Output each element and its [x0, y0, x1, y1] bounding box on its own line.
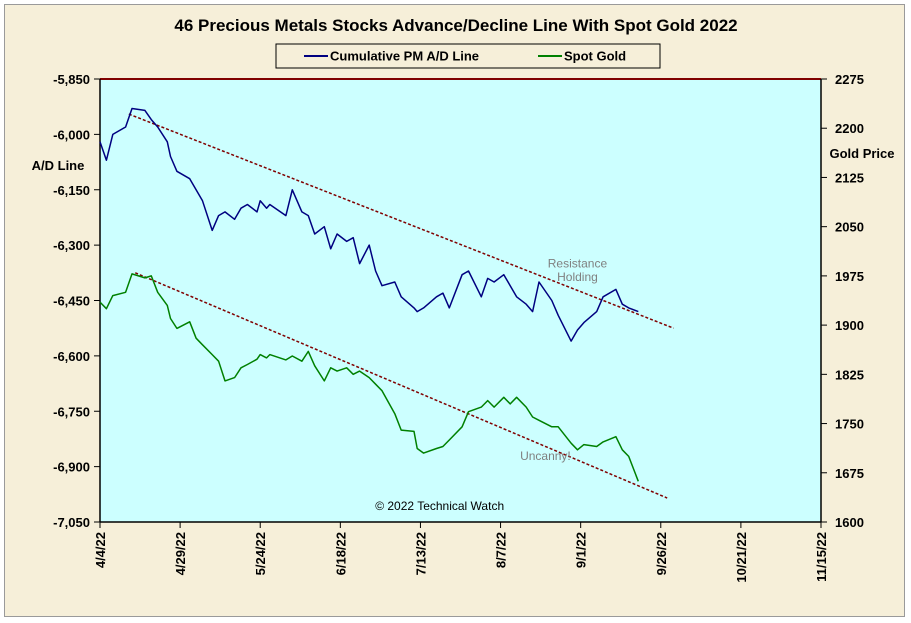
right-tick-label: 1975	[835, 269, 864, 284]
legend-box	[275, 43, 661, 69]
right-tick-label: 2200	[835, 121, 864, 136]
x-tick-label: 4/29/22	[173, 532, 188, 575]
right-tick-label: 1825	[835, 367, 864, 382]
y-right-axis-label: Gold Price	[829, 146, 894, 161]
trendline	[134, 272, 668, 499]
x-tick-label: 10/21/22	[734, 532, 749, 583]
plot-area	[100, 79, 821, 522]
ad-line-series	[99, 107, 639, 342]
left-axis-ticks: -5,850 -6,000 -6,150 -6,300 -6,450 -6,600 -6,7…	[53, 72, 100, 530]
left-tick-label: -7,050	[53, 515, 90, 530]
right-tick-label: 1675	[835, 466, 864, 481]
x-tick-label: 7/13/22	[413, 532, 428, 575]
left-tick-label: -6,750	[53, 404, 90, 419]
left-tick-label: -6,450	[53, 294, 90, 309]
x-tick-label: 4/4/22	[93, 532, 108, 568]
right-tick-label: 2275	[835, 72, 864, 87]
left-tick-label: -6,000	[53, 127, 90, 142]
y-left-axis-label: A/D Line	[32, 158, 85, 173]
right-tick-label: 1900	[835, 318, 864, 333]
left-tick-label: -6,900	[53, 460, 90, 475]
legend: Cumulative PM A/D Line Spot Gold	[275, 43, 661, 69]
chart-title: 46 Precious Metals Stocks Advance/Declin…	[174, 16, 737, 35]
left-tick-label: -6,600	[53, 349, 90, 364]
right-tick-label: 2125	[835, 170, 864, 185]
left-tick-label: -5,850	[53, 72, 90, 87]
x-tick-label: 9/26/22	[654, 532, 669, 575]
left-tick-label: -6,150	[53, 183, 90, 198]
series-lines	[99, 107, 639, 482]
trendlines	[128, 113, 674, 499]
annotation-text: Uncanny!	[520, 449, 571, 463]
x-tick-label: 8/7/22	[494, 532, 509, 568]
legend-label-ad-line: Cumulative PM A/D Line	[330, 49, 479, 64]
annotation-text: Resistance	[548, 256, 608, 270]
x-tick-label: 6/18/22	[333, 532, 348, 575]
right-tick-label: 1750	[835, 417, 864, 432]
x-tick-label: 5/24/22	[253, 532, 268, 575]
x-tick-label: 11/15/22	[814, 532, 829, 582]
x-axis-ticks: 4/4/22 4/29/22 5/24/22 6/18/22 7/13/22 8/7/22…	[93, 522, 829, 583]
spot-gold-series	[99, 273, 639, 482]
copyright-note: © 2022 Technical Watch	[375, 499, 504, 513]
right-tick-label: 2050	[835, 220, 864, 235]
trendline	[128, 113, 674, 329]
right-axis-ticks: 2275 2200 2125 2050 1975 1900 1825 1750 1675 1600	[821, 72, 864, 530]
annotation-text: Holding	[557, 270, 598, 284]
legend-label-gold: Spot Gold	[564, 49, 626, 64]
right-tick-label: 1600	[835, 515, 864, 530]
x-tick-label: 9/1/22	[574, 532, 589, 568]
left-tick-label: -6,300	[53, 238, 90, 253]
